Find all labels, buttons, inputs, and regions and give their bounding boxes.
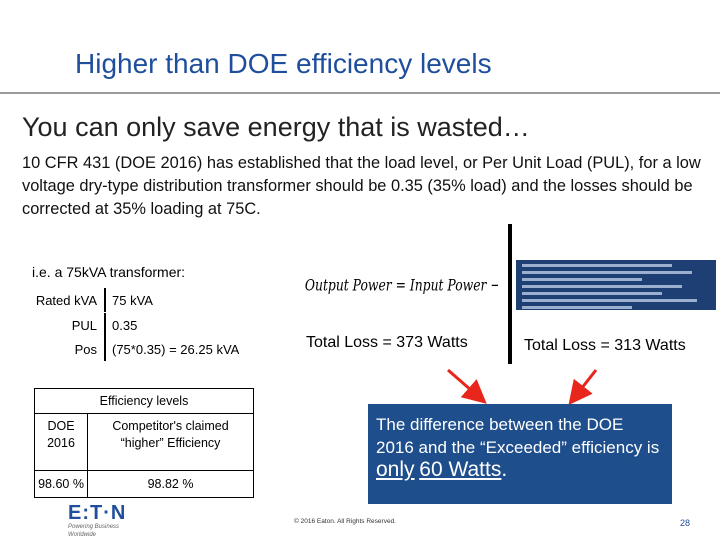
page-title: Higher than DOE efficiency levels [75,48,492,79]
logo-tagline: Powering Business Worldwide [68,524,120,538]
difference-callout: The difference between the DOE 2016 and … [368,404,672,504]
spec-value-rated-kva: 75 kVA [112,293,153,308]
title-divider [0,92,720,94]
callout-period: . [501,458,508,481]
arrow-right [568,369,598,406]
total-loss-competitor: Total Loss = 313 Watts [524,337,686,354]
logo-wordmark: E:T·N [68,502,127,524]
efficiency-table: Efficiency levels DOE 2016 Competitor's … [34,388,254,498]
spec-value-pos: (75*0.35) = 26.25 kVA [112,342,240,357]
page-number: 28 [680,518,691,528]
efficiency-col-doe: DOE 2016 [34,413,88,471]
copyright: © 2016 Eaton. All Rights Reserved. [294,518,396,525]
efficiency-value-competitor: 98.82 % [87,470,254,498]
spec-value-pul: 0.35 [112,318,138,333]
subtitle: You can only save energy that is wasted… [22,112,530,142]
spec-label-pul: PUL [71,318,97,333]
spec-separator [104,288,106,312]
formula-text: Output Power = Input Power − Losses [305,277,498,295]
total-loss-doe: Total Loss = 373 Watts [306,334,468,351]
efficiency-table-header: Efficiency levels [34,388,254,414]
callout-emphasis-watts: 60 Watts [419,458,502,481]
spec-label-rated-kva: Rated kVA [35,293,97,308]
vertical-divider [508,224,512,364]
body-paragraph: 10 CFR 431 (DOE 2016) has established th… [22,154,701,218]
formula-image: Output Power = Input Power − Losses [303,272,547,300]
nameplate-image [516,260,716,310]
callout-emphasis-only: only [376,458,415,481]
callout-text: The difference between the DOE 2016 and … [376,415,660,457]
efficiency-value-doe: 98.60 % [34,470,88,498]
eaton-logo: E:T·N Powering Business Worldwide [68,502,148,538]
example-label: i.e. a 75kVA transformer: [32,264,186,280]
spec-separator [104,337,106,361]
spec-label-pos: Pos [74,342,97,357]
efficiency-col-competitor: Competitor's claimed “higher” Efficiency [87,413,254,471]
arrow-left [447,368,487,404]
spec-separator [104,313,106,337]
